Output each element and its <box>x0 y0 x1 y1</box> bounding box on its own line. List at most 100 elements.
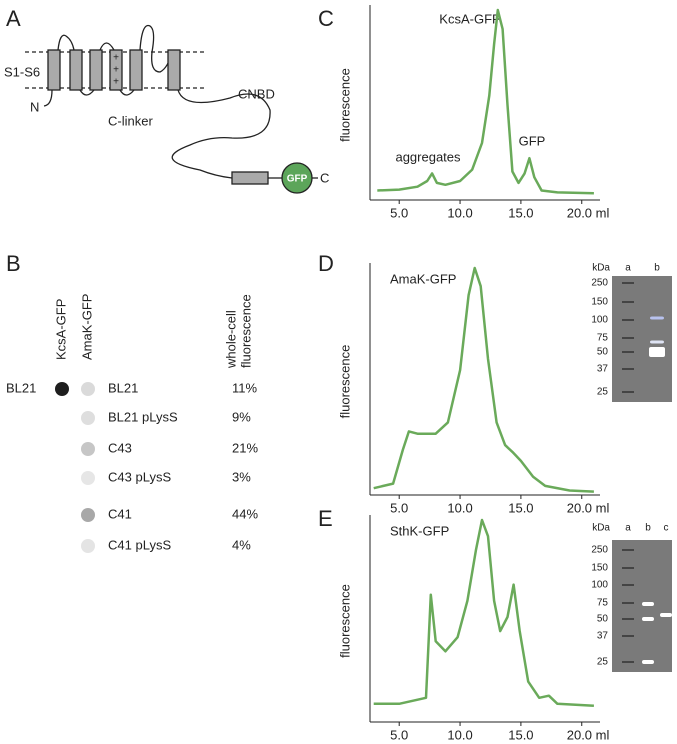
blot-dot <box>55 382 69 396</box>
charge: + <box>113 65 119 76</box>
x-tick-label: 15.0 <box>508 500 533 515</box>
marker-label: 37 <box>597 364 609 375</box>
marker-label: 150 <box>591 563 608 574</box>
ladder-band <box>622 351 634 353</box>
panel-label: A <box>6 6 21 31</box>
y-axis-label: fluorescence <box>337 584 352 658</box>
annotation: KcsA-GFP <box>439 11 500 26</box>
label: C <box>320 170 329 185</box>
marker-label: 37 <box>597 631 609 642</box>
annotation: aggregates <box>395 149 461 164</box>
lane-label: c <box>664 523 669 534</box>
x-tick-label: 15.0 <box>508 205 533 220</box>
marker-label: 250 <box>591 278 608 289</box>
strain: C43 pLysS <box>108 469 171 484</box>
label: CNBD <box>238 86 275 101</box>
gfp-circle <box>281 162 313 194</box>
blot-dot <box>81 411 95 425</box>
ladder-band <box>622 549 634 551</box>
blot-dot <box>81 382 95 396</box>
strain: BL21 <box>108 380 138 395</box>
y-axis-label: fluorescence <box>337 68 352 142</box>
lane-label: b <box>645 523 651 534</box>
strain: C43 <box>108 440 132 455</box>
x-tick-label: 20.0 ml <box>567 500 610 515</box>
lane-label: b <box>654 263 660 274</box>
helix <box>47 49 61 91</box>
label: GFP <box>287 174 308 185</box>
marker-label: 75 <box>597 333 609 344</box>
strain: C41 <box>108 506 132 521</box>
ladder-band <box>622 301 634 303</box>
ladder-band <box>622 368 634 370</box>
ladder-band <box>622 337 634 339</box>
x-tick-label: 5.0 <box>390 205 408 220</box>
helix <box>109 49 123 91</box>
gel <box>612 276 672 402</box>
line-series <box>373 266 594 493</box>
x-tick-label: 10.0 <box>447 727 472 742</box>
label: C-linker <box>108 113 153 128</box>
blot-dot <box>81 508 95 522</box>
lane-label: a <box>625 523 631 534</box>
value-header: fluorescence <box>238 294 253 368</box>
whole-cell-value: 44% <box>232 506 258 521</box>
gel <box>612 540 672 672</box>
loops <box>43 24 271 179</box>
ladder-band <box>622 661 634 663</box>
whole-cell-value: 21% <box>232 440 258 455</box>
whole-cell-value: 11% <box>232 380 257 395</box>
panel-label: B <box>6 251 21 276</box>
marker-label: 250 <box>591 545 608 556</box>
annotation: SthK-GFP <box>390 523 449 538</box>
x-tick-label: 5.0 <box>390 500 408 515</box>
blot-dot <box>81 471 95 485</box>
strain: BL21 pLysS <box>108 409 178 424</box>
charge: + <box>113 77 119 88</box>
blot-dot <box>81 539 95 553</box>
ladder-band <box>622 319 634 321</box>
annotation: AmaK-GFP <box>390 271 456 286</box>
gel-unit: kDa <box>592 263 610 274</box>
line-series <box>377 8 594 195</box>
helix <box>129 49 143 91</box>
label: S1-S6 <box>4 64 40 79</box>
marker-label: 75 <box>597 598 609 609</box>
column-header: AmaK-GFP <box>79 294 94 360</box>
annotation: GFP <box>519 133 546 148</box>
topology-diagram <box>25 24 318 194</box>
helix <box>167 49 181 91</box>
ladder-band <box>622 391 634 393</box>
charge: + <box>113 53 119 64</box>
panel-label: C <box>318 6 334 31</box>
marker-label: 25 <box>597 387 609 398</box>
helix <box>69 49 83 91</box>
helix <box>89 49 103 91</box>
marker-label: 50 <box>597 614 609 625</box>
ladder-band <box>622 282 634 284</box>
ladder-band <box>622 584 634 586</box>
x-tick-label: 10.0 <box>447 500 472 515</box>
whole-cell-value: 4% <box>232 537 251 552</box>
lane-label: a <box>625 263 631 274</box>
whole-cell-value: 3% <box>232 469 251 484</box>
label: N <box>30 99 39 114</box>
x-tick-label: 5.0 <box>390 727 408 742</box>
gel-band <box>642 602 654 606</box>
strain: C41 pLysS <box>108 537 171 552</box>
line-series <box>373 518 594 708</box>
gel-band <box>650 316 664 320</box>
ladder-band <box>622 567 634 569</box>
column-header: KcsA-GFP <box>53 299 68 360</box>
gel-band <box>642 617 654 621</box>
panel-label: D <box>318 251 334 276</box>
ladder-band <box>622 602 634 604</box>
gel-unit: kDa <box>592 523 610 534</box>
gel-band <box>650 340 664 344</box>
marker-label: 150 <box>591 297 608 308</box>
gel-band <box>649 347 665 357</box>
gel-band <box>642 660 654 664</box>
